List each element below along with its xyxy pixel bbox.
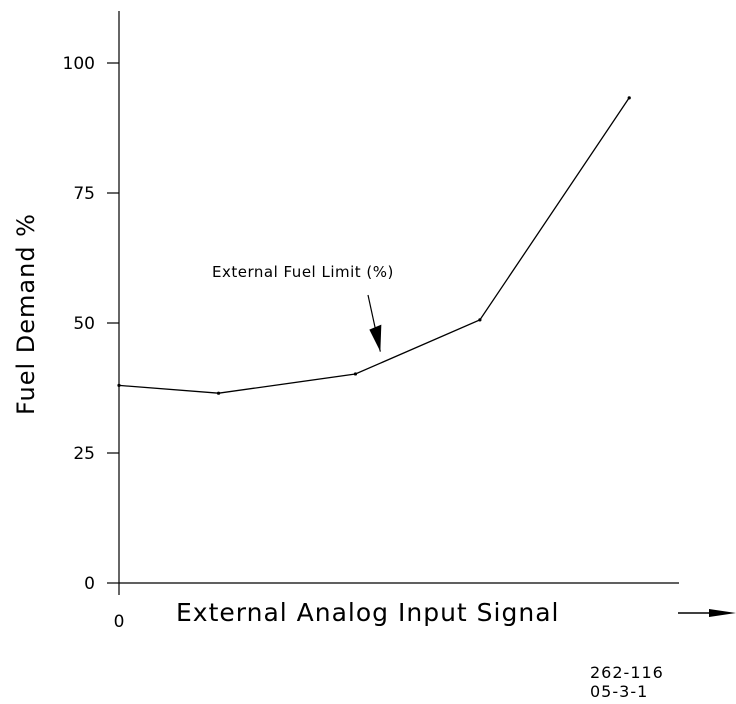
y-tick-label: 25: [73, 444, 95, 464]
series-line: [118, 97, 630, 394]
data-point: [117, 383, 121, 387]
x-axis-title: External Analog Input Signal: [176, 598, 559, 627]
y-tick-label: 50: [73, 314, 95, 334]
x-tick-label: 0: [114, 612, 125, 632]
data-point: [216, 391, 221, 395]
x-axis-arrow: [678, 609, 736, 617]
y-tick-label: 75: [73, 184, 95, 204]
data-point: [627, 96, 631, 100]
y-tick-label: 100: [63, 54, 95, 74]
series-layer: [117, 96, 631, 395]
data-point: [353, 372, 358, 376]
drawing-number-line2: 05-3-1: [590, 682, 648, 701]
axes: [118, 11, 679, 584]
annotation-arrowhead: [369, 324, 382, 352]
y-axis-title: Fuel Demand %: [12, 213, 40, 415]
y-tick-label: 0: [84, 574, 95, 594]
annotation-label: External Fuel Limit (%): [212, 263, 394, 281]
y-ticks: 0 25 50 75 100 0: [63, 54, 125, 632]
drawing-number-line1: 262-116: [590, 663, 664, 682]
annotation-layer: External Fuel Limit (%): [212, 263, 394, 352]
data-point: [478, 318, 482, 322]
